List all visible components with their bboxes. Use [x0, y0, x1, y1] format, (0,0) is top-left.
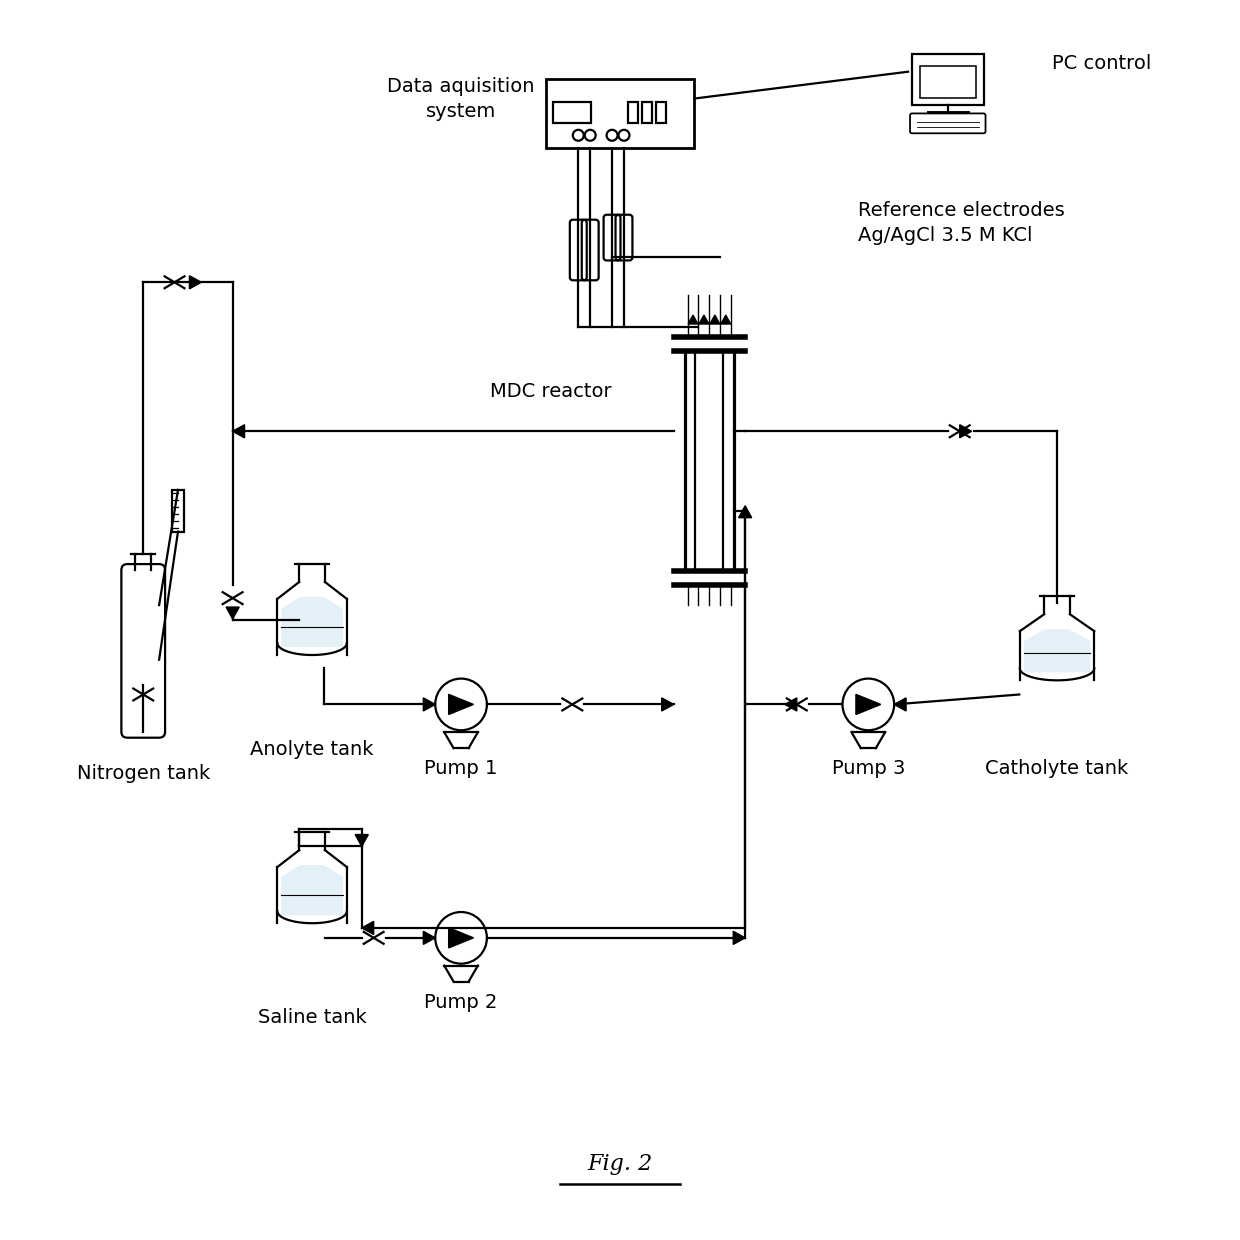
- Polygon shape: [699, 315, 709, 324]
- Text: Catholyte tank: Catholyte tank: [986, 759, 1128, 779]
- Polygon shape: [449, 928, 474, 947]
- Polygon shape: [190, 275, 201, 289]
- Polygon shape: [894, 698, 906, 711]
- Polygon shape: [281, 866, 343, 915]
- Polygon shape: [960, 425, 972, 438]
- Bar: [656, 102, 666, 123]
- Polygon shape: [720, 315, 730, 324]
- Bar: [642, 102, 652, 123]
- Text: Nitrogen tank: Nitrogen tank: [77, 764, 210, 784]
- Text: Pump 2: Pump 2: [424, 993, 497, 1012]
- Polygon shape: [662, 698, 673, 711]
- Polygon shape: [362, 921, 373, 935]
- Polygon shape: [1024, 629, 1090, 672]
- Polygon shape: [233, 425, 244, 438]
- Polygon shape: [449, 694, 474, 714]
- Text: Reference electrodes
Ag/AgCl 3.5 M KCl: Reference electrodes Ag/AgCl 3.5 M KCl: [858, 201, 1065, 244]
- Bar: [920, 66, 976, 98]
- Text: Saline tank: Saline tank: [258, 1008, 367, 1027]
- Text: Pump 1: Pump 1: [424, 759, 497, 779]
- Bar: [553, 102, 591, 123]
- Text: Anolyte tank: Anolyte tank: [250, 739, 373, 759]
- Polygon shape: [281, 596, 343, 647]
- Text: Data aquisition
system: Data aquisition system: [387, 77, 534, 120]
- Polygon shape: [785, 698, 797, 711]
- Bar: [546, 78, 694, 149]
- Polygon shape: [226, 608, 239, 619]
- Bar: [913, 53, 983, 105]
- Polygon shape: [688, 315, 698, 324]
- Text: Fig. 2: Fig. 2: [588, 1153, 652, 1176]
- Polygon shape: [423, 698, 435, 711]
- Bar: [171, 490, 185, 532]
- Text: PC control: PC control: [1052, 55, 1152, 73]
- Polygon shape: [856, 694, 880, 714]
- Polygon shape: [423, 931, 435, 945]
- Polygon shape: [733, 931, 745, 945]
- Polygon shape: [711, 315, 719, 324]
- Polygon shape: [355, 835, 368, 847]
- Text: Pump 3: Pump 3: [832, 759, 905, 779]
- Bar: [627, 102, 637, 123]
- Text: MDC reactor: MDC reactor: [490, 382, 611, 401]
- Polygon shape: [739, 506, 751, 517]
